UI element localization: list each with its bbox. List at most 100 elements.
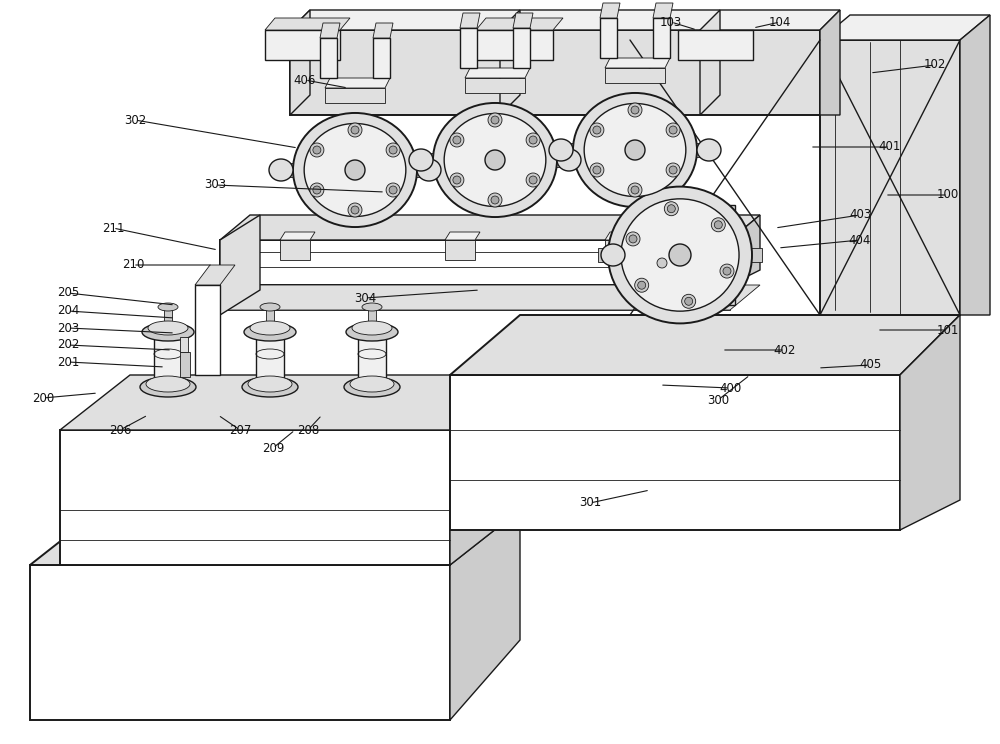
Polygon shape <box>600 3 620 18</box>
Circle shape <box>669 244 691 266</box>
Polygon shape <box>476 30 553 60</box>
Ellipse shape <box>158 303 178 311</box>
Circle shape <box>348 123 362 137</box>
Polygon shape <box>820 15 990 40</box>
Polygon shape <box>460 13 480 28</box>
Polygon shape <box>220 240 730 285</box>
Polygon shape <box>445 240 475 260</box>
Polygon shape <box>60 375 520 430</box>
Polygon shape <box>678 30 753 60</box>
Ellipse shape <box>417 159 441 181</box>
Polygon shape <box>265 18 350 30</box>
Text: 203: 203 <box>57 321 79 335</box>
Polygon shape <box>820 10 840 115</box>
Polygon shape <box>358 332 386 384</box>
Ellipse shape <box>433 103 557 217</box>
Polygon shape <box>256 332 284 384</box>
Circle shape <box>491 116 499 124</box>
Polygon shape <box>195 285 220 375</box>
Polygon shape <box>220 215 760 240</box>
Circle shape <box>626 232 640 246</box>
Polygon shape <box>552 153 575 167</box>
Ellipse shape <box>242 377 298 397</box>
Circle shape <box>313 186 321 194</box>
Circle shape <box>714 221 722 229</box>
Polygon shape <box>605 58 670 68</box>
Ellipse shape <box>269 159 293 181</box>
Circle shape <box>682 295 696 308</box>
Ellipse shape <box>260 303 280 311</box>
Polygon shape <box>60 430 450 565</box>
Polygon shape <box>450 375 520 565</box>
Circle shape <box>723 267 731 275</box>
Ellipse shape <box>148 321 188 335</box>
Text: 200: 200 <box>32 391 54 405</box>
Circle shape <box>485 150 505 170</box>
Circle shape <box>351 126 359 134</box>
Polygon shape <box>692 143 715 157</box>
Circle shape <box>593 126 601 134</box>
Polygon shape <box>820 40 960 315</box>
Text: 303: 303 <box>204 179 226 191</box>
Ellipse shape <box>140 377 196 397</box>
Polygon shape <box>900 315 960 530</box>
Circle shape <box>386 143 400 157</box>
Polygon shape <box>960 15 990 315</box>
Polygon shape <box>605 68 665 83</box>
Circle shape <box>638 281 646 289</box>
Ellipse shape <box>549 139 573 161</box>
Polygon shape <box>460 28 477 68</box>
Polygon shape <box>30 510 520 565</box>
Text: 209: 209 <box>262 441 284 455</box>
Text: 208: 208 <box>297 423 319 437</box>
Text: 210: 210 <box>122 258 144 272</box>
Polygon shape <box>290 10 840 30</box>
Circle shape <box>628 183 642 197</box>
Circle shape <box>450 173 464 187</box>
Polygon shape <box>280 240 310 260</box>
Circle shape <box>529 136 537 144</box>
Circle shape <box>386 183 400 197</box>
Text: 104: 104 <box>769 16 791 28</box>
Polygon shape <box>598 248 762 262</box>
Polygon shape <box>373 38 390 78</box>
Text: 401: 401 <box>879 141 901 153</box>
Polygon shape <box>415 153 438 167</box>
Circle shape <box>667 205 675 213</box>
Polygon shape <box>325 88 385 103</box>
Ellipse shape <box>293 113 417 227</box>
Ellipse shape <box>350 376 394 392</box>
Circle shape <box>685 298 693 305</box>
Polygon shape <box>368 307 376 328</box>
Circle shape <box>526 133 540 147</box>
Circle shape <box>345 160 365 180</box>
Circle shape <box>664 202 678 216</box>
Circle shape <box>351 206 359 214</box>
Text: 102: 102 <box>924 59 946 71</box>
Circle shape <box>628 103 642 117</box>
Text: 205: 205 <box>57 286 79 300</box>
Text: 211: 211 <box>102 222 124 234</box>
Polygon shape <box>325 78 390 88</box>
Ellipse shape <box>621 199 739 311</box>
Polygon shape <box>653 3 673 18</box>
Circle shape <box>450 133 464 147</box>
Polygon shape <box>700 205 735 305</box>
Circle shape <box>488 193 502 207</box>
Polygon shape <box>700 10 720 115</box>
Ellipse shape <box>352 321 392 335</box>
Ellipse shape <box>346 323 398 341</box>
Circle shape <box>529 176 537 184</box>
Text: 405: 405 <box>859 359 881 371</box>
Ellipse shape <box>250 321 290 335</box>
Polygon shape <box>320 23 340 38</box>
Polygon shape <box>513 28 530 68</box>
Text: 207: 207 <box>229 423 251 437</box>
Text: 403: 403 <box>849 208 871 222</box>
Polygon shape <box>513 13 533 28</box>
Polygon shape <box>220 285 760 310</box>
Circle shape <box>631 106 639 114</box>
Circle shape <box>629 235 637 243</box>
Circle shape <box>590 163 604 177</box>
Ellipse shape <box>304 124 406 217</box>
